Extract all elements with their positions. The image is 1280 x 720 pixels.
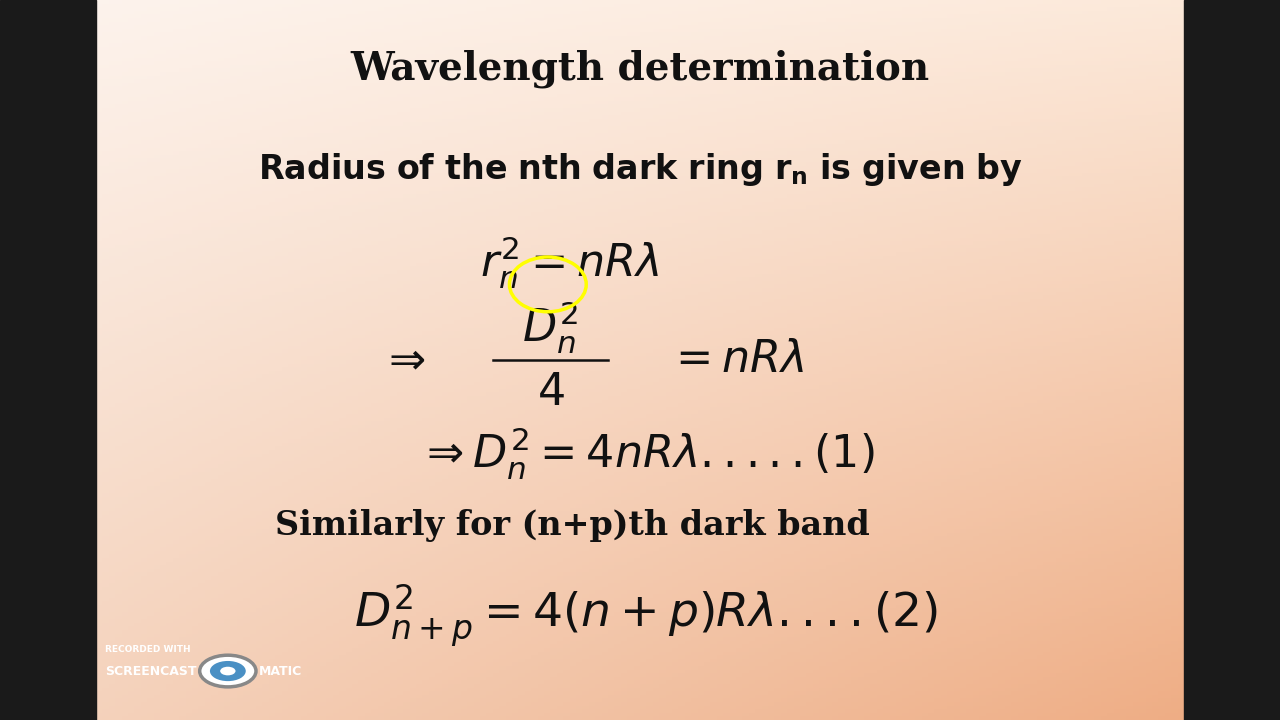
Text: $D_{n+p}^2 = 4(n+p)R\lambda....(2)$: $D_{n+p}^2 = 4(n+p)R\lambda....(2)$ — [355, 582, 938, 649]
Text: $4$: $4$ — [536, 371, 564, 414]
Text: RECORDED WITH: RECORDED WITH — [105, 645, 191, 654]
Text: Similarly for (n+p)th dark band: Similarly for (n+p)th dark band — [275, 509, 870, 542]
Text: Wavelength determination: Wavelength determination — [351, 49, 929, 88]
Circle shape — [210, 661, 246, 681]
Text: $= nR\lambda$: $= nR\lambda$ — [667, 338, 805, 382]
Text: $D_n^2$: $D_n^2$ — [522, 300, 579, 356]
Text: $r_n^2 = nR\lambda$: $r_n^2 = nR\lambda$ — [480, 235, 659, 291]
Text: $\bf{Radius\ of\ the\ nth\ dark\ ring}\ r_n\ \bf{is\ given\ by}$: $\bf{Radius\ of\ the\ nth\ dark\ ring}\ … — [257, 150, 1023, 188]
Text: $\Rightarrow D_n^2 = 4nR\lambda.....(1)$: $\Rightarrow D_n^2 = 4nR\lambda.....(1)$ — [419, 426, 874, 482]
Text: SCREENCAST: SCREENCAST — [105, 665, 196, 678]
Text: MATIC: MATIC — [259, 665, 302, 678]
Circle shape — [200, 655, 256, 687]
Text: $\Rightarrow$: $\Rightarrow$ — [380, 338, 426, 382]
Circle shape — [220, 667, 236, 675]
Bar — [0, 0, 96, 720]
Bar — [1184, 0, 1280, 720]
